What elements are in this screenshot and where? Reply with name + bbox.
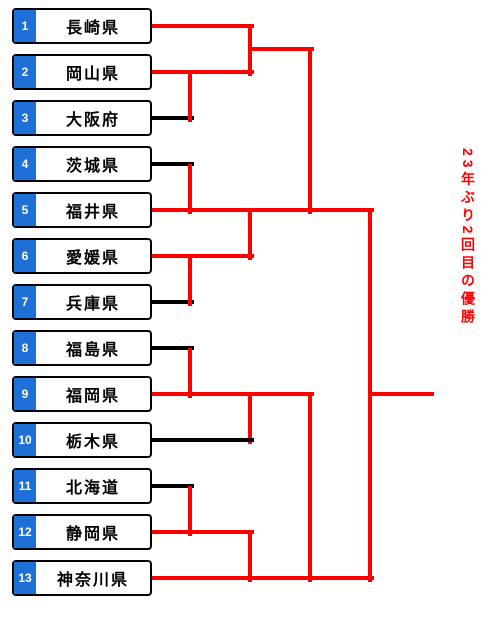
team-box: 11北海道	[12, 468, 152, 504]
bracket-line	[250, 576, 314, 580]
bracket-line	[250, 392, 314, 396]
team-seed: 8	[14, 332, 36, 364]
bracket-line	[188, 486, 192, 536]
bracket-line	[190, 438, 254, 442]
team-seed: 4	[14, 148, 36, 180]
bracket-line	[248, 26, 252, 76]
bracket-line	[188, 164, 192, 214]
team-name: 長崎県	[36, 10, 150, 42]
team-box: 6愛媛県	[12, 238, 152, 274]
bracket-line	[308, 49, 312, 214]
team-box: 5福井県	[12, 192, 152, 228]
team-name: 兵庫県	[36, 286, 150, 318]
team-seed: 6	[14, 240, 36, 272]
bracket-line	[190, 70, 254, 74]
team-name: 福島県	[36, 332, 150, 364]
team-seed: 7	[14, 286, 36, 318]
team-box: 12静岡県	[12, 514, 152, 550]
team-seed: 9	[14, 378, 36, 410]
bracket-line	[308, 394, 312, 582]
team-seed: 1	[14, 10, 36, 42]
bracket-line	[310, 208, 374, 212]
bracket-line	[190, 576, 254, 580]
winner-caption: 23年ぶり2回目の優勝	[458, 148, 478, 327]
bracket-line	[310, 576, 374, 580]
team-box: 4茨城県	[12, 146, 152, 182]
bracket-line	[190, 254, 254, 258]
bracket-line	[248, 532, 252, 582]
bracket-line	[190, 24, 254, 28]
bracket-line	[248, 394, 252, 444]
team-name: 愛媛県	[36, 240, 150, 272]
bracket-line	[190, 530, 254, 534]
team-box: 1長崎県	[12, 8, 152, 44]
bracket-line	[250, 47, 314, 51]
team-seed: 10	[14, 424, 36, 456]
team-seed: 5	[14, 194, 36, 226]
bracket-line	[188, 72, 192, 122]
bracket-line	[370, 392, 434, 396]
team-name: 福岡県	[36, 378, 150, 410]
team-name: 大阪府	[36, 102, 150, 134]
team-box: 2岡山県	[12, 54, 152, 90]
bracket-line	[190, 208, 254, 212]
team-box: 7兵庫県	[12, 284, 152, 320]
bracket-line	[152, 24, 194, 28]
team-box: 8福島県	[12, 330, 152, 366]
team-name: 岡山県	[36, 56, 150, 88]
bracket-line	[188, 256, 192, 306]
bracket-line	[152, 576, 194, 580]
team-seed: 11	[14, 470, 36, 502]
bracket-line	[248, 210, 252, 260]
team-seed: 2	[14, 56, 36, 88]
team-name: 北海道	[36, 470, 150, 502]
team-box: 3大阪府	[12, 100, 152, 136]
team-box: 13神奈川県	[12, 560, 152, 596]
bracket-line	[152, 438, 194, 442]
bracket-line	[190, 392, 254, 396]
bracket-line	[188, 348, 192, 398]
team-seed: 13	[14, 562, 36, 594]
bracket-line	[368, 210, 372, 582]
team-name: 神奈川県	[36, 562, 150, 594]
team-seed: 3	[14, 102, 36, 134]
team-name: 栃木県	[36, 424, 150, 456]
tournament-bracket: 23年ぶり2回目の優勝 1長崎県2岡山県3大阪府4茨城県5福井県6愛媛県7兵庫県…	[0, 0, 500, 624]
team-name: 静岡県	[36, 516, 150, 548]
bracket-line	[250, 208, 314, 212]
team-name: 福井県	[36, 194, 150, 226]
team-box: 10栃木県	[12, 422, 152, 458]
team-box: 9福岡県	[12, 376, 152, 412]
team-seed: 12	[14, 516, 36, 548]
team-name: 茨城県	[36, 148, 150, 180]
